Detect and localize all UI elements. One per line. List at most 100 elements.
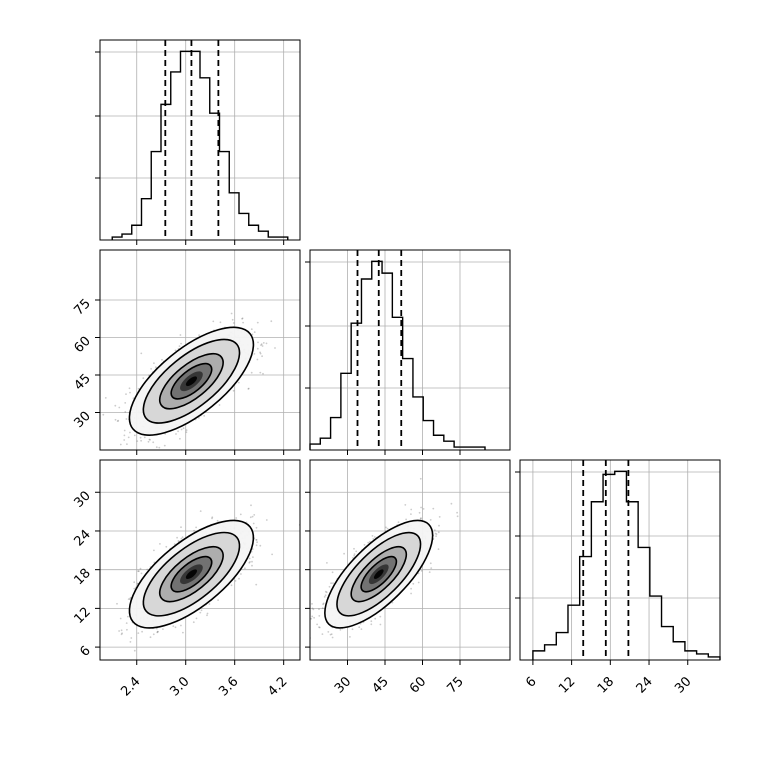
sample-point bbox=[154, 366, 157, 368]
sample-point bbox=[321, 607, 324, 610]
sample-point bbox=[177, 540, 180, 542]
sample-point bbox=[250, 504, 252, 507]
sample-point bbox=[146, 568, 149, 571]
sample-point bbox=[234, 580, 237, 582]
panel-frame bbox=[99, 39, 301, 241]
marginal-panel-p0 bbox=[95, 39, 301, 241]
sample-point bbox=[159, 543, 161, 545]
sample-point bbox=[119, 443, 122, 446]
sample-point bbox=[133, 581, 136, 584]
sample-point bbox=[237, 381, 240, 384]
sample-point bbox=[107, 454, 109, 456]
sample-point bbox=[120, 633, 123, 636]
sample-point bbox=[149, 636, 152, 639]
density-level-5 bbox=[185, 376, 197, 387]
sample-point bbox=[129, 641, 132, 643]
joint-content bbox=[100, 460, 300, 660]
sample-point bbox=[259, 371, 262, 374]
sample-point bbox=[136, 582, 139, 585]
sample-point bbox=[102, 413, 105, 416]
sample-point bbox=[165, 545, 168, 548]
sample-point bbox=[176, 536, 179, 539]
sample-point bbox=[180, 342, 183, 345]
sample-point bbox=[133, 455, 135, 457]
sample-point bbox=[265, 342, 268, 345]
sample-point bbox=[311, 607, 314, 610]
sample-point bbox=[137, 387, 140, 390]
sample-point bbox=[195, 617, 198, 620]
sample-point bbox=[133, 587, 136, 590]
sample-point bbox=[137, 632, 140, 634]
sample-point bbox=[216, 519, 219, 522]
sample-point bbox=[318, 615, 321, 617]
sample-point bbox=[385, 526, 387, 529]
sample-point bbox=[262, 342, 265, 344]
sample-point bbox=[253, 514, 256, 516]
sample-point bbox=[208, 603, 211, 605]
joint-content bbox=[100, 250, 300, 457]
sample-point bbox=[114, 404, 117, 407]
sample-point bbox=[119, 451, 121, 453]
sample-point bbox=[312, 608, 315, 611]
sample-point bbox=[126, 443, 128, 445]
density-level-5 bbox=[185, 569, 197, 580]
sample-point bbox=[232, 389, 235, 392]
sample-point bbox=[206, 612, 209, 615]
sample-point bbox=[126, 628, 128, 631]
sample-point bbox=[230, 584, 233, 587]
sample-point bbox=[149, 438, 151, 441]
sample-point bbox=[256, 347, 259, 350]
sample-point bbox=[104, 397, 107, 399]
sample-point bbox=[178, 345, 181, 347]
sample-point bbox=[230, 312, 233, 315]
sample-point bbox=[242, 321, 245, 324]
sample-point bbox=[241, 317, 244, 320]
sample-point bbox=[176, 454, 178, 456]
sample-point bbox=[162, 628, 164, 630]
sample-point bbox=[128, 598, 131, 600]
sample-point bbox=[198, 334, 201, 336]
sample-point bbox=[262, 372, 264, 375]
sample-point bbox=[248, 561, 251, 564]
joint-panel-p0-p2 bbox=[99, 459, 301, 661]
sample-point bbox=[259, 544, 262, 547]
joint-panel-p0-p1 bbox=[99, 249, 301, 457]
sample-point bbox=[247, 388, 250, 390]
sample-point bbox=[127, 598, 130, 600]
sample-point bbox=[219, 321, 222, 324]
sample-point bbox=[173, 543, 176, 545]
sample-point bbox=[155, 446, 158, 449]
sample-point bbox=[371, 535, 374, 537]
sample-point bbox=[150, 368, 153, 370]
sample-point bbox=[360, 628, 363, 630]
sample-point bbox=[172, 625, 175, 627]
sample-point bbox=[192, 621, 195, 624]
sample-point bbox=[125, 418, 128, 420]
sample-point bbox=[152, 441, 155, 444]
sample-point bbox=[253, 353, 256, 355]
sample-point bbox=[417, 581, 420, 584]
sample-point bbox=[193, 529, 196, 532]
panel-frame bbox=[309, 249, 511, 451]
sample-point bbox=[251, 564, 253, 567]
sample-point bbox=[127, 436, 130, 439]
sample-point bbox=[211, 517, 213, 520]
sample-point bbox=[217, 599, 220, 601]
sample-point bbox=[270, 320, 273, 323]
sample-point bbox=[114, 418, 117, 421]
sample-point bbox=[261, 345, 264, 347]
sample-point bbox=[256, 541, 258, 544]
sample-point bbox=[120, 629, 123, 632]
sample-point bbox=[180, 526, 182, 529]
joint-content bbox=[310, 460, 510, 660]
sample-point bbox=[180, 624, 182, 627]
marginal-panel-p1 bbox=[305, 249, 511, 451]
sample-point bbox=[256, 321, 259, 324]
sample-point bbox=[152, 633, 155, 636]
sample-point bbox=[148, 438, 151, 441]
sample-point bbox=[181, 536, 184, 539]
panel-frame bbox=[519, 459, 721, 661]
sample-point bbox=[139, 567, 142, 570]
sample-point bbox=[158, 446, 161, 449]
